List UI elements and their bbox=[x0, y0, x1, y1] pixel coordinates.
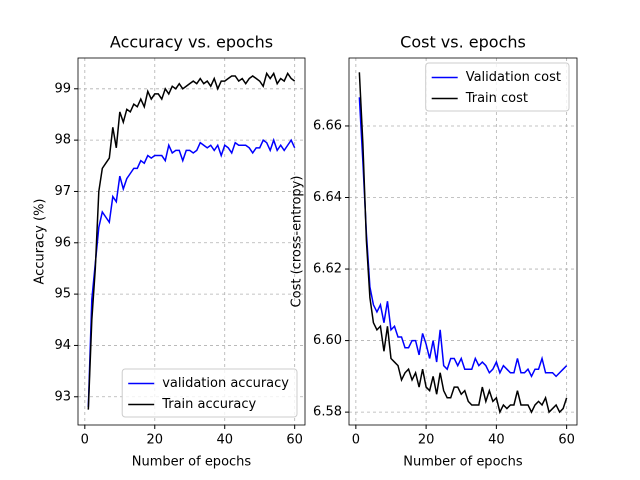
plot-area bbox=[349, 58, 577, 425]
legend-label: Train cost bbox=[465, 91, 528, 106]
legend-frame bbox=[425, 62, 570, 112]
plot-area bbox=[78, 58, 305, 425]
y-tick-label: 6.66 bbox=[313, 118, 342, 133]
legend-frame bbox=[121, 368, 298, 418]
subplot: 93 94 95 96 97 98 99 0 20 40 60 Accuracy vs. epochs… bbox=[33, 33, 306, 470]
x-axis-label: Number of epochs bbox=[403, 455, 523, 470]
y-tick-label: 6.60 bbox=[313, 333, 342, 348]
legend: validation accuracy Train accuracy bbox=[121, 368, 298, 418]
data-line bbox=[358, 97, 568, 379]
x-tick-label: 0 bbox=[81, 433, 89, 448]
chart-title: Accuracy vs. epochs bbox=[110, 33, 273, 52]
x-tick-label: 0 bbox=[352, 433, 360, 448]
chart-title: Cost vs. epochs bbox=[400, 33, 526, 52]
x-tick-label: 20 bbox=[418, 433, 435, 448]
y-axis-label: Cost (cross-entropy) bbox=[290, 176, 305, 308]
y-axis-label: Accuracy (%) bbox=[33, 199, 48, 285]
data-line bbox=[87, 137, 296, 408]
y-tick-label: 97 bbox=[54, 184, 71, 199]
y-tick-label: 6.58 bbox=[313, 405, 342, 420]
x-axis-label: Number of epochs bbox=[132, 455, 252, 470]
x-tick-label: 20 bbox=[147, 433, 164, 448]
y-tick-label: 93 bbox=[54, 389, 71, 404]
y-tick-label: 6.62 bbox=[313, 262, 342, 277]
y-tick-label: 6.64 bbox=[313, 190, 342, 205]
y-tick-label: 96 bbox=[54, 235, 71, 250]
y-tick-label: 94 bbox=[54, 338, 71, 353]
axes-frame bbox=[348, 57, 578, 426]
x-tick-label: 40 bbox=[488, 433, 505, 448]
y-tick-label: 99 bbox=[54, 81, 71, 96]
x-tick-label: 60 bbox=[286, 433, 303, 448]
legend-label: Train accuracy bbox=[161, 397, 256, 412]
subplot: 6.58 6.60 6.62 6.64 6.66 0 20 40 60 Cost vs. epoc… bbox=[290, 33, 578, 470]
y-tick-label: 95 bbox=[54, 287, 71, 302]
legend-label: Validation cost bbox=[466, 70, 561, 85]
x-tick-label: 40 bbox=[216, 433, 233, 448]
legend: Validation cost Train cost bbox=[425, 62, 570, 112]
y-tick-label: 98 bbox=[54, 133, 71, 148]
x-tick-label: 60 bbox=[558, 433, 575, 448]
data-line bbox=[358, 72, 568, 415]
legend-label: validation accuracy bbox=[162, 376, 289, 391]
axes-frame bbox=[77, 57, 306, 426]
data-line bbox=[87, 71, 296, 410]
